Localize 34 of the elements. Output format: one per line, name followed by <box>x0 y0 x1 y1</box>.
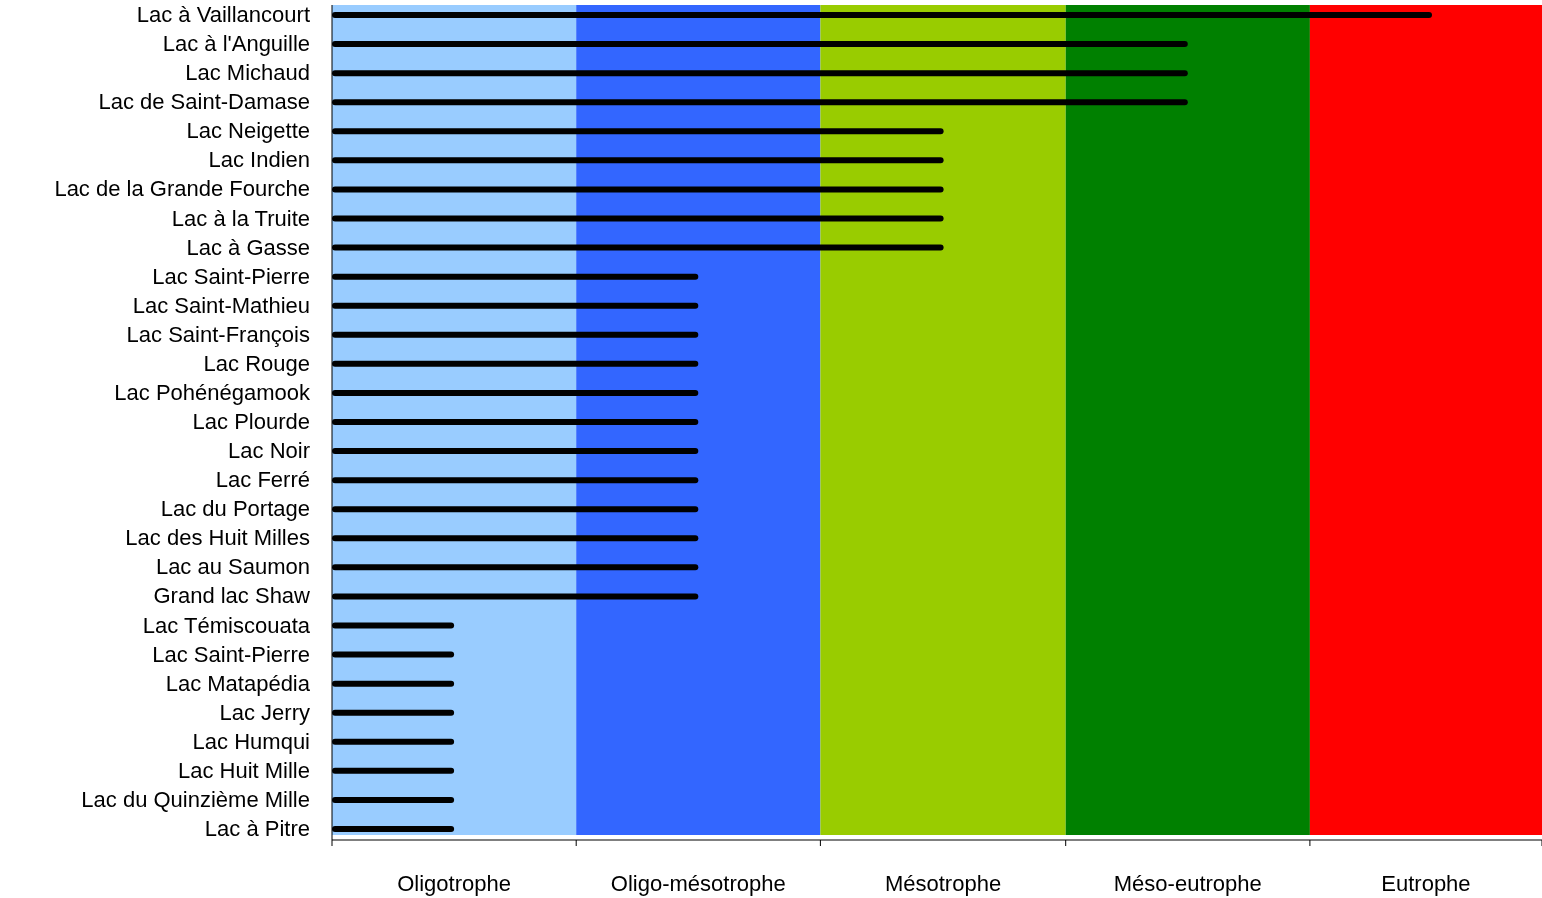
y-tick-label: Lac Ferré <box>215 467 310 493</box>
y-tick-label: Lac du Portage <box>160 496 310 522</box>
y-tick-label: Lac à Vaillancourt <box>136 2 310 27</box>
y-tick-label: Lac Neigette <box>186 118 310 144</box>
y-tick-label: Lac Plourde <box>192 409 310 434</box>
y-tick-label: Lac de Saint-Damase <box>98 89 310 115</box>
y-tick-label: Lac Rouge <box>203 350 310 376</box>
band-label: Méso-eutrophe <box>1113 871 1262 896</box>
y-tick-label: Lac des Huit Milles <box>125 525 310 551</box>
y-tick-label: Lac Huit Mille <box>177 757 310 783</box>
y-tick-label: Grand lac Shaw <box>153 583 311 609</box>
y-tick-label: Lac de la Grande Fourche <box>54 176 310 202</box>
y-tick-label: Lac Humqui <box>192 728 310 754</box>
y-tick-label: Lac Saint-Mathieu <box>132 292 310 318</box>
band-label: Oligo-mésotrophe <box>610 871 786 896</box>
y-tick-label: Lac à la Truite <box>171 205 310 231</box>
band-label: Mésotrophe <box>884 871 1002 896</box>
y-tick-label: Lac Indien <box>208 147 310 173</box>
y-tick-label: Lac du Quinzième Mille <box>81 786 310 812</box>
band-label: Oligotrophe <box>397 871 511 896</box>
y-tick-label: Lac Pohénégamook <box>114 379 311 405</box>
y-tick-label: Lac Saint-Pierre <box>152 263 310 289</box>
y-tick-label: Lac Jerry <box>219 699 310 725</box>
y-tick-label: Lac Matapédia <box>165 670 311 696</box>
y-tick-label: Lac à l'Anguille <box>162 31 310 57</box>
y-tick-label: Lac à Pitre <box>204 816 310 841</box>
y-tick-label: Lac Michaud <box>185 60 310 86</box>
y-tick-label: Lac au Saumon <box>155 554 310 580</box>
y-tick-label: Lac Noir <box>228 438 310 464</box>
y-tick-label: Lac Saint-Pierre <box>152 641 310 667</box>
band-label: Eutrophe <box>1381 871 1471 896</box>
y-tick-label: Lac à Gasse <box>186 234 310 260</box>
y-tick-label: Lac Témiscouata <box>142 612 311 638</box>
y-tick-label: Lac Saint-François <box>126 321 310 347</box>
